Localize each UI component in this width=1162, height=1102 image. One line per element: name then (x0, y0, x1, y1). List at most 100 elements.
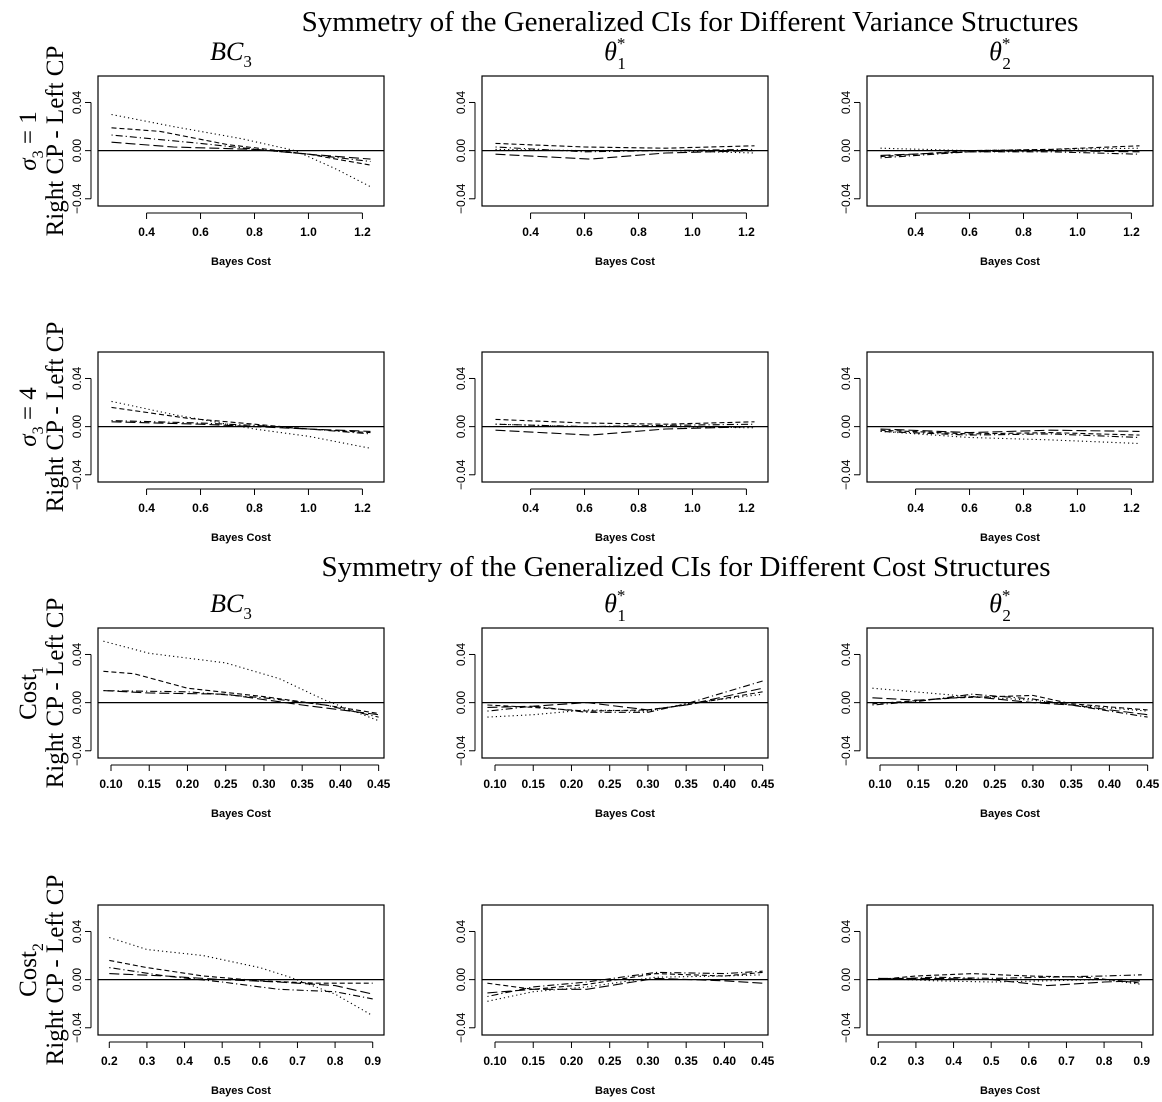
y-axis-label: Right CP - Left CP (42, 598, 69, 789)
x-tick-label: 0.10 (868, 777, 892, 791)
column-title-sub: 2 (1002, 54, 1011, 73)
x-tick-label: 0.4 (138, 501, 155, 515)
x-tick-label: 0.8 (630, 501, 647, 515)
row-label-sub: 3 (30, 150, 47, 158)
series-line-longdash (487, 977, 763, 994)
x-tick-label: 0.4 (945, 1054, 962, 1068)
x-tick-label: 0.8 (1096, 1054, 1113, 1068)
x-tick-label: 0.4 (522, 225, 539, 239)
x-tick-label: 0.15 (522, 777, 546, 791)
y-tick-label: 0.04 (839, 642, 853, 666)
y-axis-label: Right CP - Left CP (42, 875, 69, 1066)
x-tick-label: 0.7 (289, 1054, 306, 1068)
series-line-dotdash (111, 420, 371, 435)
x-tick-label: 0.3 (139, 1054, 156, 1068)
panel-r3-c1: −0.04 0.00 0.04 0.10 0.15 0.20 0.25 0.30 0.35 0.4… (70, 627, 391, 820)
series-line-dotdash (878, 974, 1142, 981)
y-tick-label: −0.04 (70, 459, 84, 490)
plot-frame (481, 351, 769, 483)
x-tick-label: 0.10 (483, 1054, 507, 1068)
y-tick-label: −0.04 (454, 1012, 468, 1043)
x-tick-label: 0.45 (367, 777, 391, 791)
x-tick-label: 0.8 (246, 225, 263, 239)
plot-frame (866, 904, 1154, 1036)
series-line-longdash (495, 150, 755, 160)
series-line-dotdash (872, 693, 1148, 718)
y-tick-label: −0.04 (454, 459, 468, 490)
x-tick-label: 0.6 (576, 501, 593, 515)
x-tick-label: 0.8 (327, 1054, 344, 1068)
x-tick-label: 0.25 (983, 777, 1007, 791)
plot-frame (481, 904, 769, 1036)
x-tick-label: 0.4 (907, 501, 924, 515)
x-tick-label: 0.40 (713, 777, 737, 791)
x-tick-label: 0.20 (945, 777, 969, 791)
x-tick-label: 0.20 (560, 777, 584, 791)
x-tick-label: 0.6 (961, 225, 978, 239)
row-label-text: Cost1 (15, 666, 47, 720)
series-line-dotted (109, 936, 373, 1017)
x-tick-label: 0.15 (522, 1054, 546, 1068)
series-line-dashed (103, 670, 379, 715)
row-label-main: σ (15, 433, 42, 447)
column-title-main: BC (210, 37, 244, 66)
series-line-dotted (487, 974, 763, 1002)
column-title-variance-1: BC3 (210, 37, 252, 71)
y-tick-label: 0.00 (70, 139, 84, 163)
y-tick-label: 0.04 (839, 90, 853, 114)
column-title-sub: 1 (617, 54, 626, 73)
y-tick-label: 0.04 (839, 919, 853, 943)
series-line-longdash (111, 141, 371, 160)
series-line-dotted (103, 640, 379, 722)
x-tick-label: 0.15 (907, 777, 931, 791)
column-title-sup: * (617, 586, 626, 605)
series-line-dashed (111, 406, 371, 434)
x-tick-label: 0.30 (252, 777, 276, 791)
row-label-sub: 1 (30, 666, 47, 674)
panel-r2-c3: −0.04 0.00 0.04 0.4 0.6 0.8 1.0 1.2 Bayes Cost (839, 351, 1154, 544)
panel-r4-c2: −0.04 0.00 0.04 0.10 0.15 0.20 0.25 0.30 0.35 0.4… (454, 904, 775, 1097)
row-label-sub: 2 (30, 943, 47, 951)
series-line-dashed (878, 973, 1142, 984)
series-line-dashed (495, 418, 755, 425)
plot-frame (481, 627, 769, 759)
series-line-longdash (103, 690, 379, 716)
y-tick-label: −0.04 (839, 459, 853, 490)
series-line-longdash (487, 687, 763, 711)
x-tick-label: 1.2 (738, 225, 755, 239)
y-axis-label: Right CP - Left CP (42, 322, 69, 513)
y-tick-label: 0.04 (839, 366, 853, 390)
x-tick-label: 0.25 (598, 1054, 622, 1068)
x-axis-label: Bayes Cost (211, 1085, 271, 1097)
series-line-dashed (880, 429, 1140, 436)
x-tick-label: 0.2 (870, 1054, 887, 1068)
x-axis-label: Bayes Cost (980, 1085, 1040, 1097)
row-label-rest: = 4 (15, 387, 42, 427)
series-line-dashed (495, 142, 755, 149)
row-label-1: σ3 = 1 Right CP - Left CP (15, 46, 69, 237)
x-tick-label: 0.4 (522, 501, 539, 515)
x-axis-label: Bayes Cost (211, 532, 271, 544)
panel-r1-c1: −0.04 0.00 0.04 0.4 0.6 0.8 1.0 1.2 Bayes Cost (70, 75, 385, 268)
x-tick-label: 0.2 (101, 1054, 118, 1068)
x-tick-label: 0.30 (636, 1054, 660, 1068)
x-tick-label: 0.45 (751, 1054, 775, 1068)
series-line-longdash (880, 150, 1140, 156)
column-title-main: θ (989, 589, 1002, 618)
series-line-dotted (878, 977, 1142, 985)
panel-r3-c3: −0.04 0.00 0.04 0.10 0.15 0.20 0.25 0.30 0.35 0.4… (839, 627, 1160, 820)
x-tick-label: 1.0 (300, 225, 317, 239)
y-tick-label: 0.04 (70, 366, 84, 390)
x-tick-label: 0.35 (290, 777, 314, 791)
y-tick-label: −0.04 (839, 735, 853, 766)
series-line-dashed (111, 127, 371, 166)
x-tick-label: 1.0 (300, 501, 317, 515)
y-axis-label: Right CP - Left CP (42, 46, 69, 237)
series-line-dotted (880, 147, 1140, 152)
plot-frame (866, 75, 1154, 207)
series-line-dashed (487, 971, 763, 990)
column-title-variance-3: θ* 2 (989, 34, 1011, 73)
series-line-dashed (487, 691, 763, 712)
